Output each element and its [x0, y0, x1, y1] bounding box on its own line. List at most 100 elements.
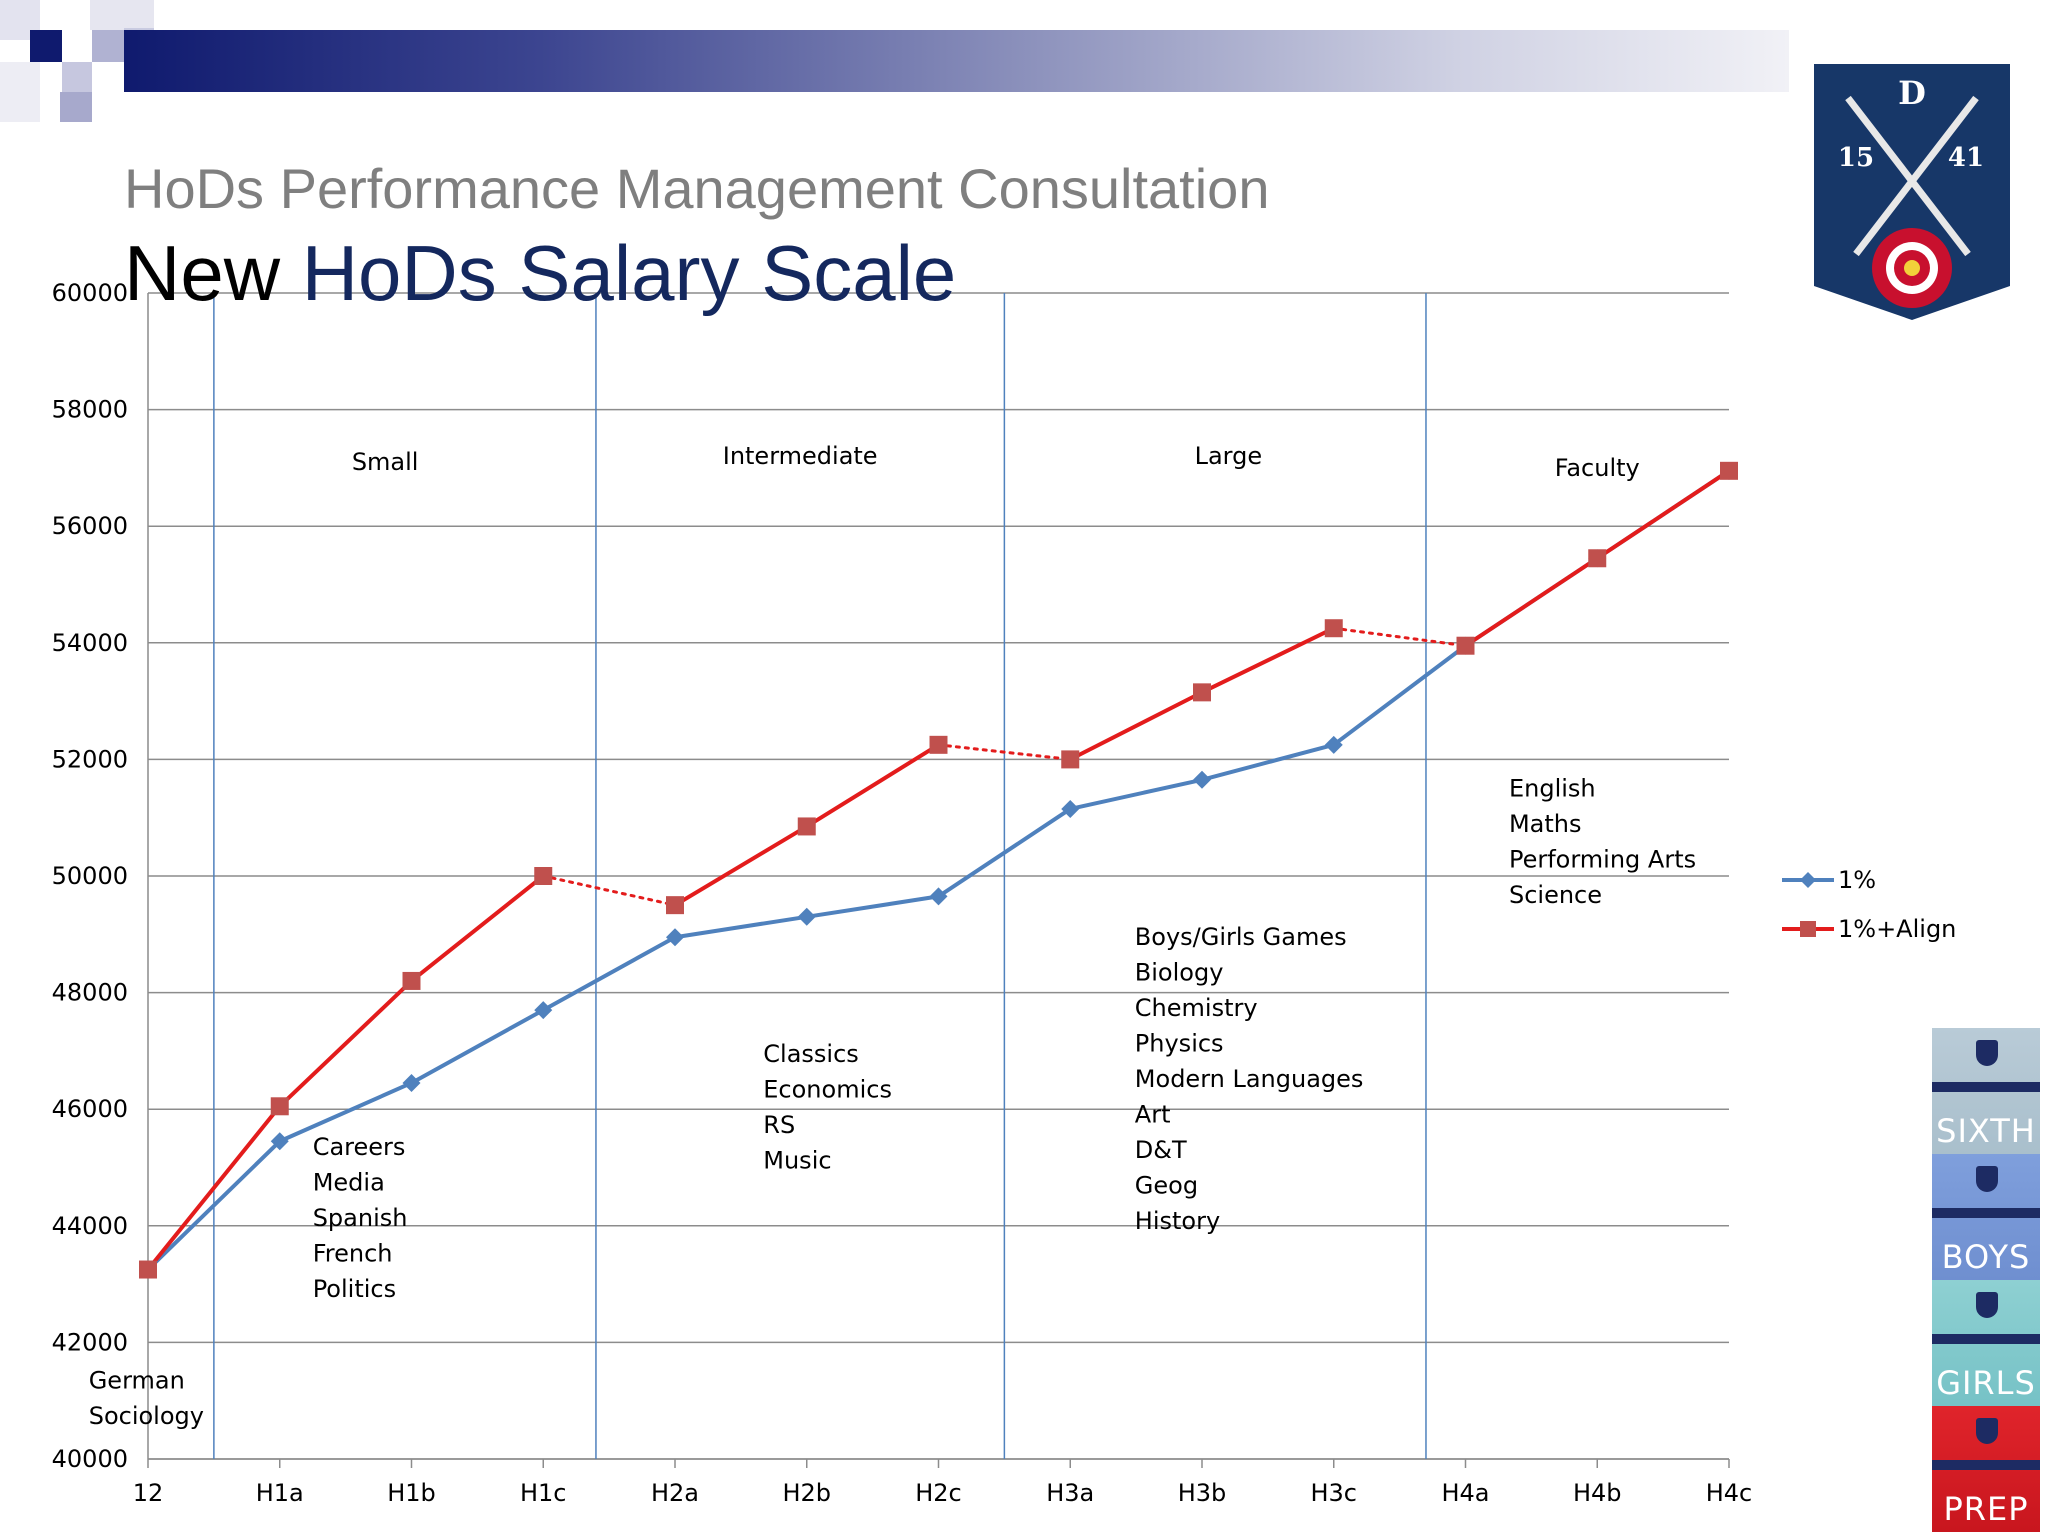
data-point-1pct: [797, 907, 816, 926]
school-tile-prep[interactable]: PREP: [1932, 1406, 2040, 1532]
x-tick-label: H1a: [256, 1479, 304, 1507]
x-tick-label: H3b: [1178, 1479, 1227, 1507]
x-tick-label: 12: [133, 1479, 164, 1507]
y-tick-label: 42000: [52, 1328, 128, 1356]
department-label: Chemistry: [1135, 994, 1258, 1022]
data-point-1pct-align: [1324, 619, 1343, 638]
header-banner: [124, 30, 1789, 92]
title-part-1: New: [124, 229, 302, 317]
crest-left-number: 15: [1838, 143, 1874, 173]
x-tick-label: H1c: [520, 1479, 567, 1507]
school-tile-girls[interactable]: GIRLS: [1932, 1280, 2040, 1406]
legend-label-1pct-align: 1%+Align: [1838, 915, 1956, 943]
series-segment-1pct-align: [1463, 556, 1600, 648]
department-label: Modern Languages: [1135, 1065, 1364, 1093]
y-tick-label: 52000: [52, 745, 128, 773]
data-point-1pct: [666, 928, 684, 947]
department-label: Science: [1509, 881, 1602, 909]
data-point-1pct-align: [929, 735, 948, 754]
series-segment-dotted-1pct-align: [541, 874, 677, 907]
series-segment-dotted-1pct-align: [1332, 626, 1467, 648]
department-label: RS: [763, 1111, 795, 1139]
school-tile-sixth[interactable]: SIXTH: [1932, 1028, 2040, 1154]
shield-icon: [1976, 1040, 1998, 1066]
department-label: Geog: [1135, 1172, 1198, 1200]
series-segment-1pct-align: [1595, 468, 1731, 561]
y-tick-label: 48000: [52, 979, 128, 1007]
data-point-1pct: [1324, 735, 1343, 754]
slide-subtitle: HoDs Performance Management Consultation: [124, 157, 1270, 220]
y-tick-label: 50000: [52, 862, 128, 890]
data-point-1pct-align: [270, 1097, 289, 1116]
school-label: GIRLS: [1936, 1364, 2036, 1402]
department-label: English: [1509, 775, 1596, 803]
department-label: Performing Arts: [1509, 846, 1696, 874]
y-tick-label: 40000: [52, 1445, 128, 1473]
tile-stripe: [1932, 1208, 2040, 1218]
department-label: Art: [1135, 1101, 1171, 1129]
department-label: D&T: [1135, 1136, 1187, 1164]
legend-marker-1pct-align: [1800, 921, 1816, 937]
legend-marker-1pct: [1800, 872, 1816, 888]
slide-title: New HoDs Salary Scale: [124, 228, 956, 319]
data-point-1pct-align: [797, 817, 816, 836]
x-tick-label: H4c: [1706, 1479, 1753, 1507]
series-segment-1pct-align: [277, 978, 414, 1109]
tile-stripe: [1932, 1460, 2040, 1470]
series-segment-1pct-align: [409, 874, 546, 983]
series-segment-dotted-1pct-align: [937, 743, 1072, 761]
x-tick-label: H4b: [1573, 1479, 1622, 1507]
decor-square: [62, 62, 92, 92]
school-crest-logo: D 15 41: [1810, 62, 2014, 326]
school-tile-boys[interactable]: BOYS: [1932, 1154, 2040, 1280]
data-point-1pct: [1061, 799, 1080, 818]
series-segment-1pct-align: [1200, 626, 1336, 695]
x-tick-label: H2a: [651, 1479, 699, 1507]
band-label: Small: [352, 448, 419, 476]
x-tick-label: H2c: [915, 1479, 962, 1507]
department-label: Sociology: [89, 1402, 204, 1430]
y-tick-label: 58000: [52, 396, 128, 424]
tile-stripe: [1932, 1334, 2040, 1344]
data-point-1pct-align: [1588, 549, 1607, 568]
shield-icon: [1976, 1418, 1998, 1444]
data-point-1pct: [534, 1001, 553, 1020]
band-label: Large: [1195, 442, 1263, 470]
school-tiles: SIXTH BOYS GIRLS PREP: [1932, 1028, 2040, 1532]
decor-square: [92, 30, 124, 62]
department-label: History: [1135, 1207, 1220, 1235]
department-label: Media: [313, 1169, 385, 1197]
decor-square: [90, 0, 154, 30]
band-label: Faculty: [1555, 454, 1640, 482]
series-segment-1pct-align: [804, 742, 941, 829]
department-label: Classics: [763, 1040, 859, 1068]
school-label: BOYS: [1941, 1238, 2031, 1276]
department-label: Careers: [313, 1133, 406, 1161]
series-segment-1pct-align: [146, 1104, 282, 1272]
tile-stripe: [1932, 1082, 2040, 1092]
data-point-1pct: [929, 887, 948, 906]
decor-square: [60, 92, 92, 122]
legend-label-1pct: 1%: [1838, 866, 1876, 894]
y-tick-label: 60000: [52, 279, 128, 307]
data-point-1pct-align: [1061, 750, 1080, 769]
department-label: Maths: [1509, 810, 1582, 838]
department-label: Biology: [1135, 959, 1224, 987]
school-label: SIXTH: [1936, 1112, 2036, 1150]
y-tick-label: 46000: [52, 1095, 128, 1123]
data-point-1pct-align: [534, 867, 553, 885]
y-tick-label: 54000: [52, 629, 128, 657]
department-label: German: [89, 1366, 185, 1394]
data-point-1pct: [270, 1132, 289, 1151]
series-segment-1pct-align: [1068, 690, 1204, 762]
shield-icon: [1976, 1166, 1998, 1192]
decor-square: [0, 62, 40, 122]
crest-letter: D: [1898, 74, 1926, 112]
data-point-1pct-align: [139, 1260, 157, 1279]
department-label: French: [313, 1240, 393, 1268]
data-point-1pct-align: [1720, 461, 1738, 480]
data-point-1pct-align: [1456, 636, 1475, 655]
x-tick-label: H3c: [1310, 1479, 1357, 1507]
